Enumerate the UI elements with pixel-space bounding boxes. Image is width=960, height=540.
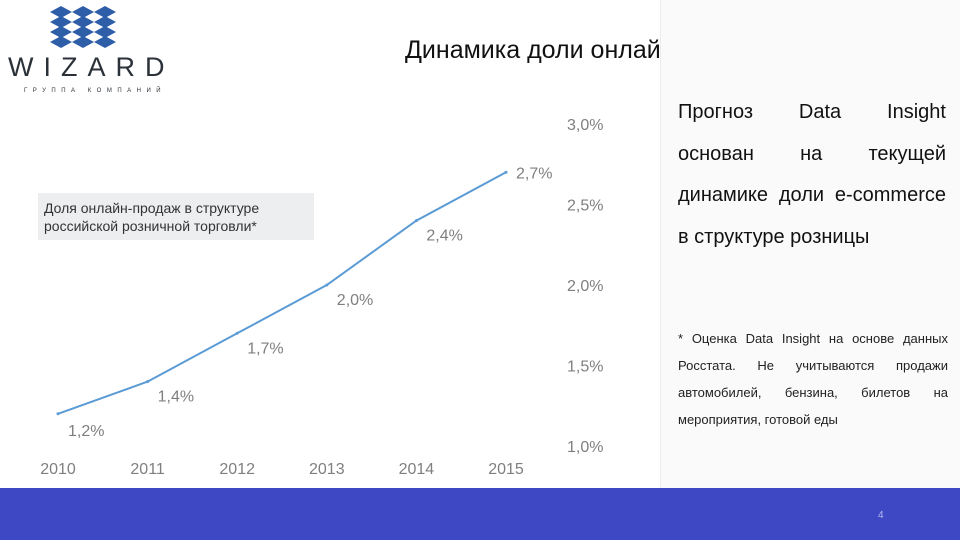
x-tick-label: 2012 [219,461,255,478]
data-label: 2,0% [337,292,373,309]
logo-subtext: ГРУППА КОМПАНИЙ [24,88,167,94]
x-tick-label: 2010 [40,461,76,478]
forecast-note: Прогноз Data Insight основан на текущей … [678,101,946,248]
data-point [414,219,418,223]
y-tick-label: 2,5% [567,198,603,215]
logo-mark-icon [50,6,116,48]
y-tick-label: 1,5% [567,359,603,376]
x-axis-ticks: 2010 2011 2012 2013 2014 2015 [40,461,524,478]
footer-bar [0,488,960,540]
data-label: 1,2% [68,423,104,440]
data-labels: 1,2% 1,4% 1,7% 2,0% 2,4% 2,7% [68,165,552,440]
chart: 1,2% 1,4% 1,7% 2,0% 2,4% 2,7% 2010 2011 2012 201… [38,117,603,478]
data-label: 2,7% [516,165,552,182]
data-points [56,170,508,416]
footnote: * Оценка Data Insight на основе данных Р… [678,331,948,427]
data-point [56,412,60,416]
data-label: 1,4% [158,389,194,406]
y-tick-label: 2,0% [567,278,603,295]
series-line [57,171,507,415]
x-tick-label: 2013 [309,461,345,478]
data-point [235,331,239,335]
data-point [504,170,508,174]
x-tick-label: 2011 [130,461,165,478]
chart-canvas: 1,2%1,4%1,7%2,0%2,4%2,7% 2010 2011 2012 201… [40,117,603,478]
x-tick-label: 2014 [399,461,435,478]
x-tick-label: 2015 [488,461,524,478]
data-point [325,283,329,287]
logo-text: WIZARD [8,52,175,82]
y-axis-ticks: 3,0% 2,5% 2,0% 1,5% 1,0% [567,117,603,456]
legend-label: Доля онлайн-продаж в структуре российско… [44,200,260,234]
page-number: 4 [878,510,884,521]
data-label: 1,7% [247,340,283,357]
data-label: 2,4% [426,228,462,245]
data-point [146,380,150,384]
y-tick-label: 1,0% [567,439,603,456]
y-tick-label: 3,0% [567,117,603,134]
wizard-logo [8,6,168,98]
chart-legend: Доля онлайн-продаж в структуре российско… [38,193,314,240]
note-panel [660,0,960,488]
